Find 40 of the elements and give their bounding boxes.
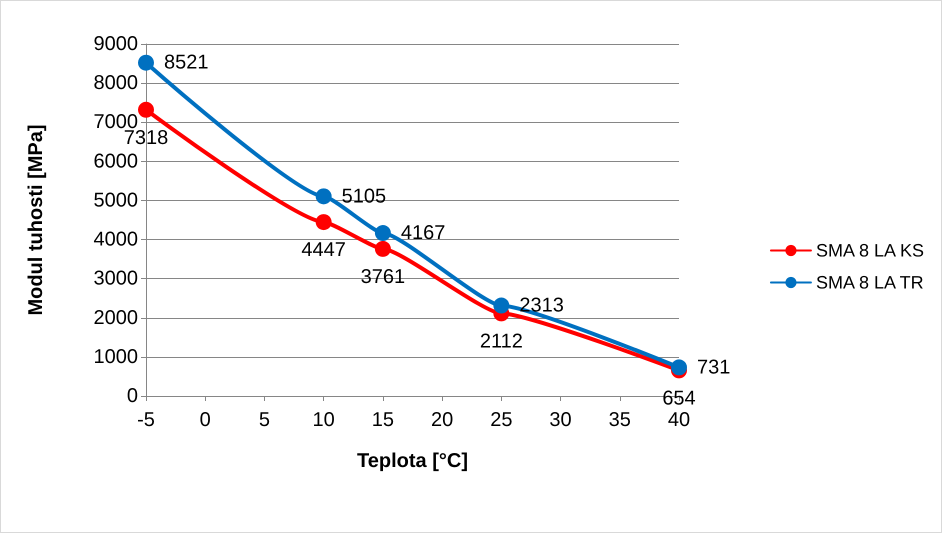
x-tick-label: 35	[608, 409, 631, 431]
point	[671, 359, 687, 376]
x-tick-label: 5	[258, 409, 270, 431]
x-tick-label: 15	[372, 409, 394, 431]
data-label: 2313	[519, 294, 564, 317]
y-tick-label: 5000	[94, 189, 138, 212]
legend-label: SMA 8 LA TR	[816, 272, 924, 292]
y-tick-label: 1000	[94, 346, 138, 368]
data-label: 731	[697, 356, 730, 378]
point	[374, 240, 391, 257]
data-label: 4167	[400, 222, 446, 244]
data-label: 654	[662, 387, 696, 410]
x-tick-label: 20	[430, 409, 454, 431]
x-tick-label: 0	[200, 409, 211, 431]
y-axis-title: Modul tuhosti [MPa]	[25, 124, 47, 316]
x-tick-label: 30	[549, 409, 572, 431]
data-label: 3761	[360, 266, 406, 288]
y-tick-label: 2000	[94, 306, 138, 329]
y-tick-label: 4000	[94, 228, 138, 251]
y-tick-label: 8000	[94, 72, 138, 94]
data-label: 2112	[480, 330, 523, 352]
y-tick-label: 3000	[94, 268, 138, 290]
point	[138, 54, 154, 71]
data-label: 4447	[301, 239, 346, 262]
x-axis-title: Teplota [°C]	[357, 450, 468, 472]
point	[316, 214, 332, 230]
point	[138, 102, 154, 118]
data-label: 5105	[342, 185, 386, 208]
data-label: 8521	[164, 52, 208, 74]
y-tick-label: 0	[126, 385, 138, 407]
point	[316, 188, 332, 204]
point	[374, 225, 391, 242]
x-tick-label: 25	[490, 409, 512, 431]
x-tick-label: 10	[312, 409, 335, 431]
x-tick-label: -5	[137, 409, 155, 431]
x-tick-label: 40	[668, 409, 690, 431]
point	[493, 298, 510, 314]
y-tick-label: 9000	[94, 33, 138, 55]
legend-label: SMA 8 LA KS	[816, 240, 924, 260]
y-tick-label: 6000	[94, 150, 138, 172]
